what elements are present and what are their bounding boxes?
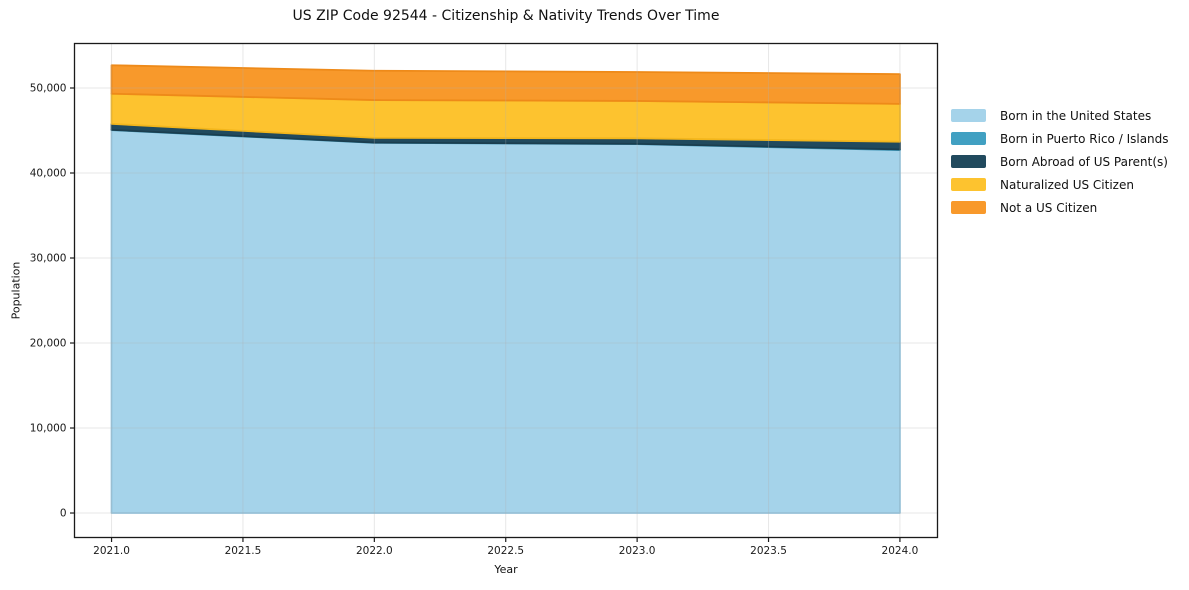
gridlines	[74, 43, 938, 538]
legend-label: Naturalized US Citizen	[1000, 177, 1134, 192]
x-tick-label: 2021.5	[225, 545, 262, 557]
legend-item-not-a-us-citizen: Not a US Citizen	[951, 196, 1169, 219]
legend: Born in the United States Born in Puerto …	[951, 104, 1169, 219]
x-axis-ticks: 2021.0 2021.5 2022.0 2022.5 2023.0 2023.5 2024…	[93, 537, 919, 557]
legend-swatch	[951, 155, 986, 168]
x-tick-label: 2021.0	[93, 545, 130, 557]
legend-label: Born in Puerto Rico / Islands	[1000, 131, 1169, 146]
x-tick-label: 2022.0	[356, 545, 393, 557]
legend-swatch	[951, 109, 986, 122]
y-tick-label: 50,000	[30, 83, 67, 95]
x-tick-label: 2024.0	[882, 545, 919, 557]
y-axis-ticks: 0 10,000 20,000 30,000 40,000 50,000	[30, 83, 75, 520]
y-tick-label: 30,000	[30, 253, 67, 265]
y-axis-label: Population	[9, 261, 23, 320]
legend-swatch	[951, 178, 986, 191]
y-tick-label: 10,000	[30, 423, 67, 435]
chart-title: US ZIP Code 92544 - Citizenship & Nativi…	[292, 8, 720, 24]
legend-swatch	[951, 132, 986, 145]
legend-item-born-in-puerto-rico-islands: Born in Puerto Rico / Islands	[951, 127, 1169, 150]
legend-item-naturalized-us-citizen: Naturalized US Citizen	[951, 173, 1169, 196]
area-not-a-us-citizen	[110, 64, 901, 105]
x-tick-label: 2022.5	[487, 545, 524, 557]
legend-label: Born in the United States	[1000, 108, 1152, 123]
legend-label: Born Abroad of US Parent(s)	[1000, 154, 1168, 169]
legend-label: Not a US Citizen	[1000, 200, 1098, 215]
y-tick-label: 0	[60, 508, 67, 520]
y-tick-label: 20,000	[30, 338, 67, 350]
legend-item-born-in-the-united-states: Born in the United States	[951, 104, 1169, 127]
x-tick-label: 2023.5	[750, 545, 787, 557]
area-layers	[110, 64, 901, 514]
x-tick-label: 2023.0	[619, 545, 656, 557]
y-tick-label: 40,000	[30, 168, 67, 180]
x-axis-label: Year	[494, 563, 518, 576]
legend-swatch	[951, 201, 986, 214]
legend-item-born-abroad-of-us-parent-s: Born Abroad of US Parent(s)	[951, 150, 1169, 173]
